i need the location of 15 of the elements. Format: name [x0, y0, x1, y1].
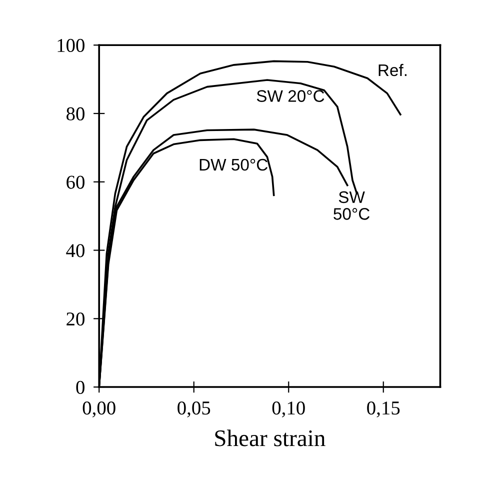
series-label: Ref.: [378, 64, 406, 76]
x-tick-label: 0,00: [82, 401, 116, 418]
series-label: SW 20°C: [256, 90, 324, 102]
y-tick-label: 0: [76, 380, 84, 394]
series-label: SW 50°C: [334, 191, 370, 220]
y-tick-label: 60: [66, 176, 84, 189]
x-tick-label: 0,05: [178, 401, 210, 418]
y-tick-label: 100: [58, 38, 84, 52]
series-label: DW 50°C: [200, 158, 268, 171]
x-tick-label: 0,15: [367, 401, 400, 418]
y-tick-label: 40: [66, 244, 84, 258]
x-axis-title: Shear strain: [215, 430, 326, 446]
y-tick-label: 80: [66, 107, 84, 120]
y-tick-label: 20: [66, 312, 84, 326]
x-tick-label: 0,10: [272, 401, 305, 418]
